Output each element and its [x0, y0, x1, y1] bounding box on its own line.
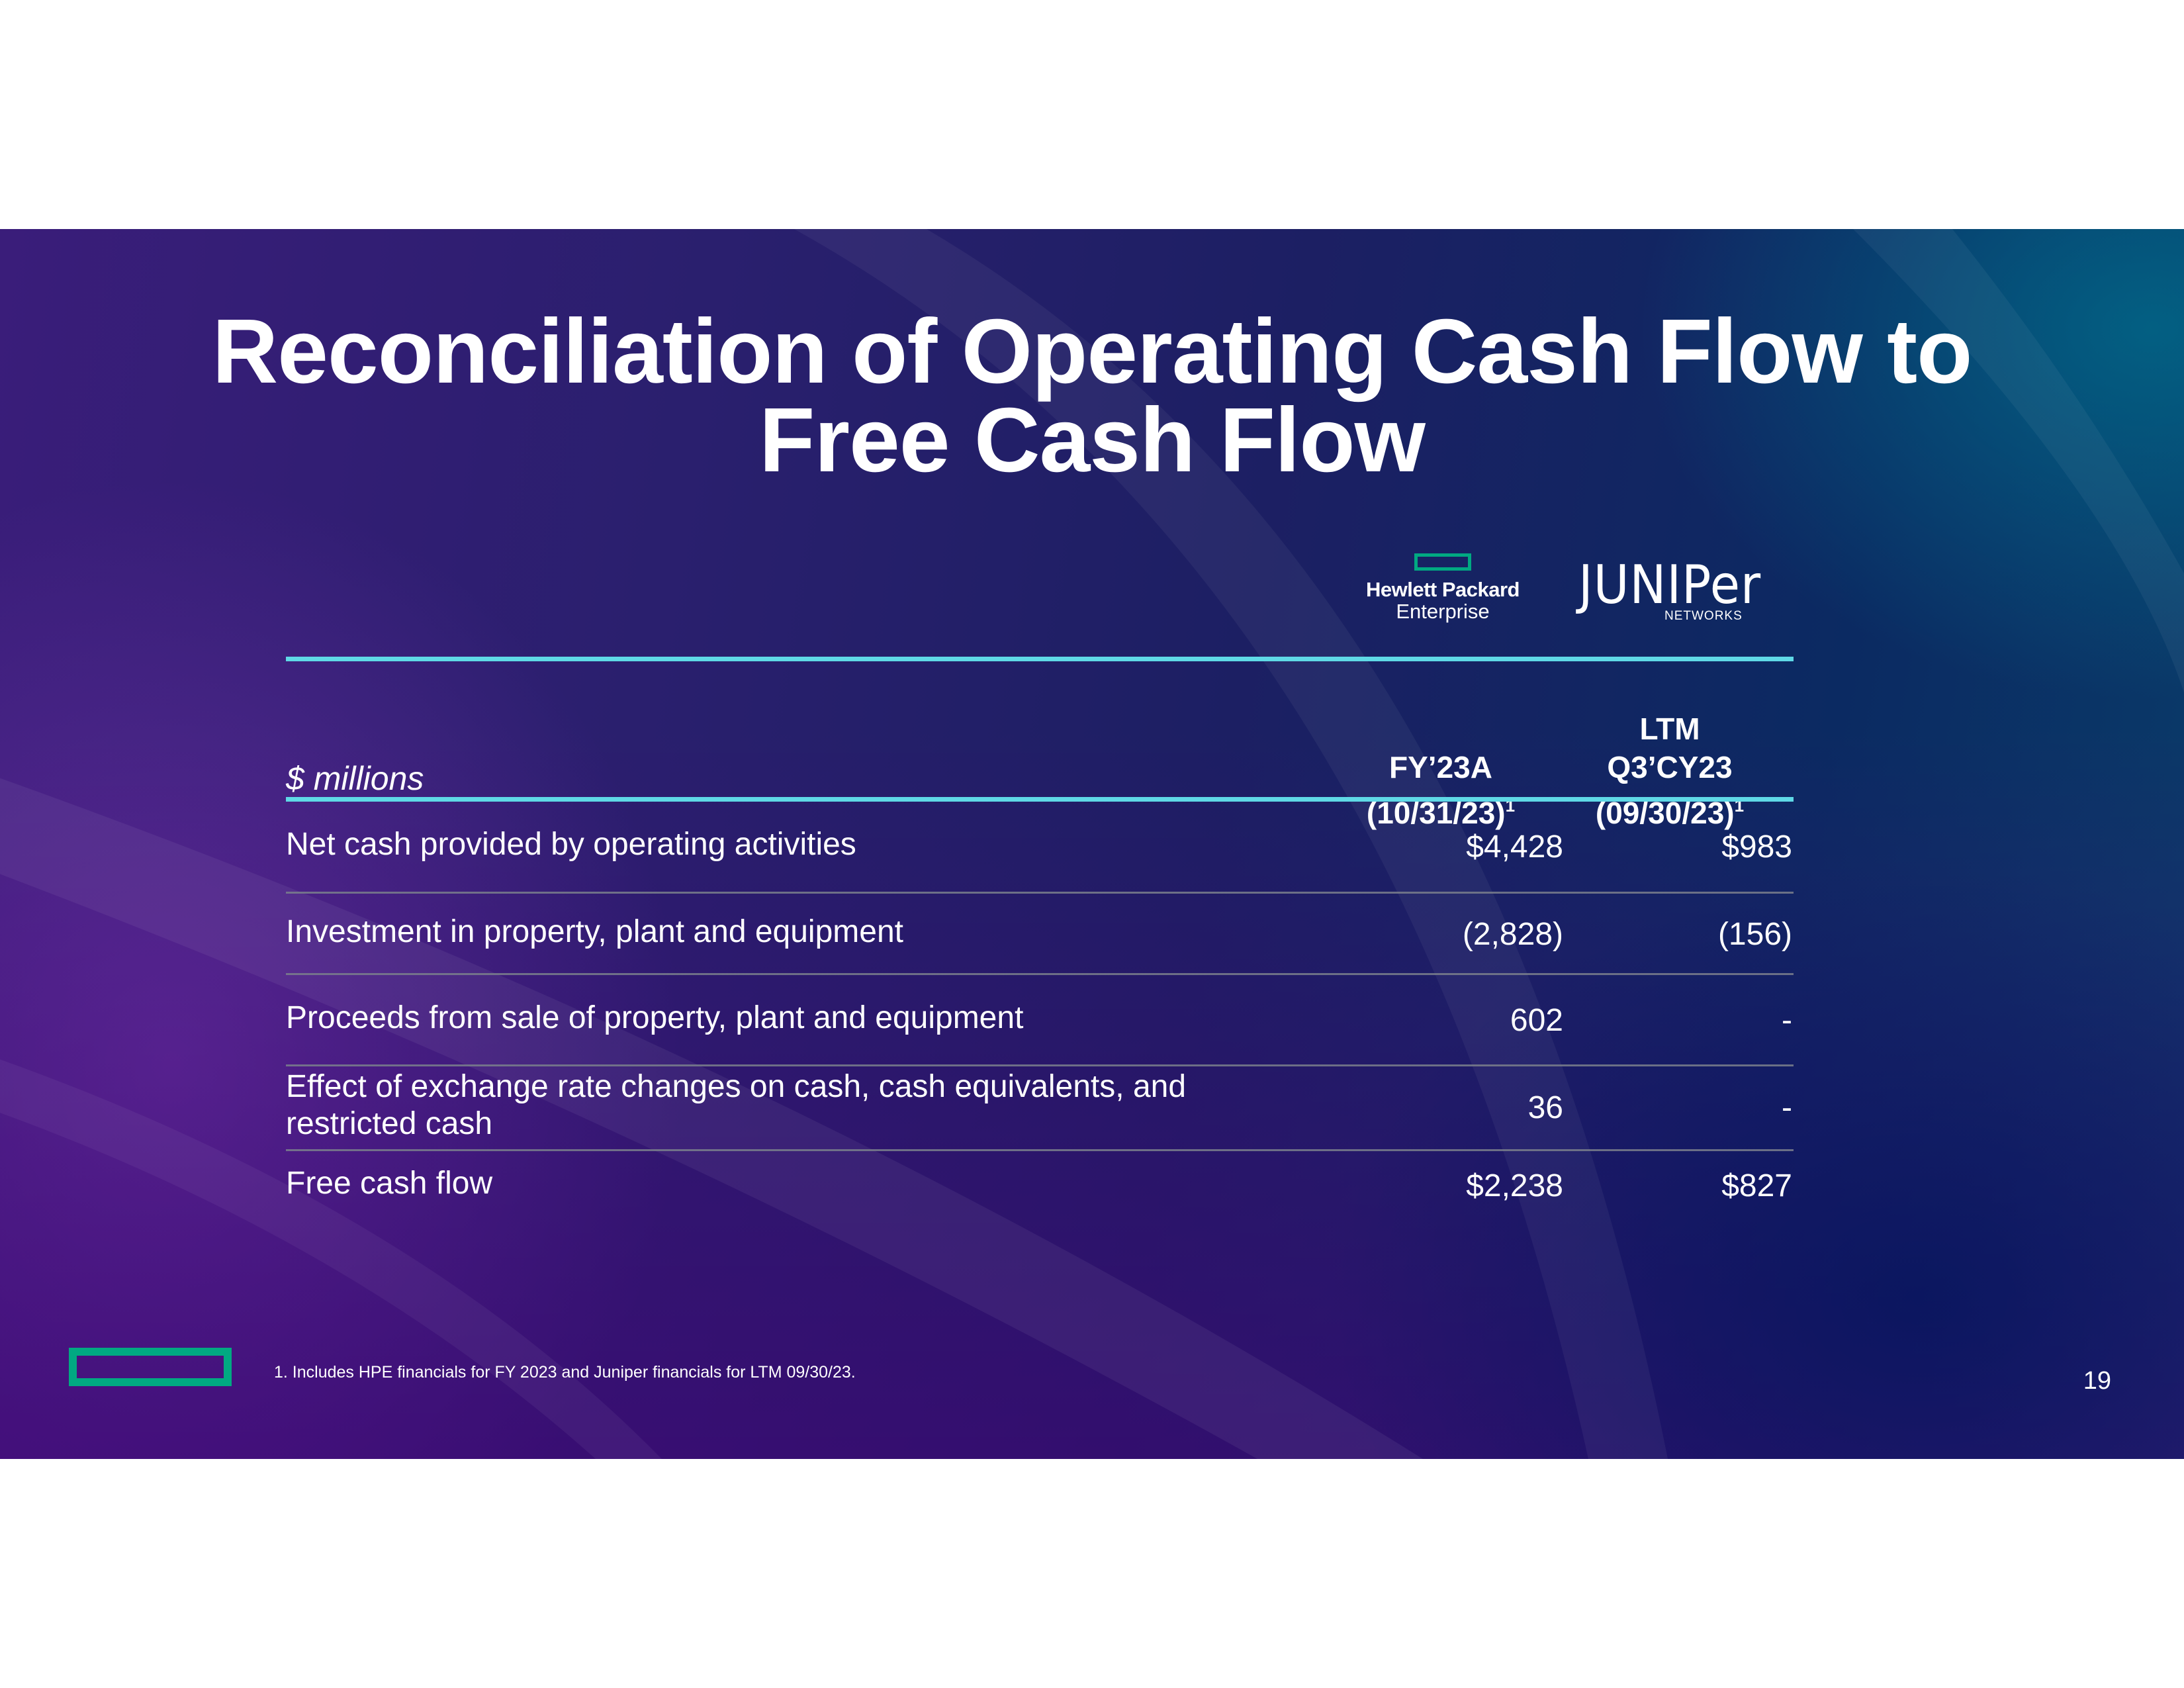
background-shade-right: [1324, 863, 2184, 1459]
row-label-ppe-proceeds: Proceeds from sale of property, plant an…: [286, 1000, 1024, 1035]
column-header-line: Q3’CY23: [1607, 750, 1733, 784]
hpe-element-icon: [1414, 553, 1471, 571]
title-line-2: Free Cash Flow: [759, 389, 1426, 491]
column-header-ltm: LTM Q3’CY23 (09/30/23)1: [1531, 710, 1809, 832]
table-header-rule: [286, 797, 1794, 802]
row-value-fy23a: $4,428: [1466, 829, 1563, 865]
row-divider: [286, 1149, 1794, 1151]
units-label: $ millions: [286, 760, 424, 797]
table-top-rule: [286, 657, 1794, 661]
column-header-line: LTM: [1639, 712, 1700, 746]
row-value-fy23a: 36: [1527, 1090, 1563, 1125]
row-label-exchange-rate: Effect of exchange rate changes on cash,…: [286, 1068, 1312, 1143]
juniper-logo-name: JUNIPer: [1578, 554, 1762, 616]
row-value-fy23a: (2,828): [1462, 917, 1563, 952]
row-value-fy23a: $2,238: [1466, 1168, 1563, 1203]
footnote: 1. Includes HPE financials for FY 2023 a…: [274, 1363, 856, 1382]
row-label-line: restricted cash: [286, 1106, 493, 1141]
row-value-fy23a: 602: [1510, 1003, 1563, 1038]
row-label-free-cash-flow: Free cash flow: [286, 1166, 493, 1201]
row-value-ltm: $983: [1721, 829, 1792, 865]
row-divider: [286, 1064, 1794, 1066]
row-label-ppe-investment: Investment in property, plant and equipm…: [286, 914, 903, 949]
juniper-logo-sub: NETWORKS: [1664, 609, 1743, 623]
row-divider: [286, 892, 1794, 894]
row-label-line: Effect of exchange rate changes on cash,…: [286, 1069, 1187, 1104]
slide-background: Reconciliation of Operating Cash Flow to…: [0, 229, 2184, 1459]
hpe-logo: Hewlett Packard Enterprise: [1357, 553, 1529, 626]
column-header-line: (09/30/23)1: [1595, 796, 1745, 830]
hpe-element-icon: [69, 1348, 232, 1386]
page-title: Reconciliation of Operating Cash Flow to…: [99, 301, 2085, 491]
hpe-logo-line-2: Enterprise: [1396, 600, 1490, 623]
row-value-ltm: $827: [1721, 1168, 1792, 1203]
column-header-line: FY’23A: [1389, 750, 1492, 784]
row-divider: [286, 973, 1794, 975]
page-number: 19: [2083, 1367, 2111, 1395]
row-label-operating-cash: Net cash provided by operating activitie…: [286, 827, 856, 862]
title-line-1: Reconciliation of Operating Cash Flow to: [212, 301, 1973, 402]
row-value-ltm: (156): [1717, 917, 1792, 952]
background-swoosh: [0, 229, 2184, 1459]
row-value-ltm: -: [1782, 1090, 1792, 1125]
juniper-logo: JUNIPer NETWORKS: [1578, 554, 1762, 625]
hpe-logo-line-1: Hewlett Packard: [1366, 578, 1520, 601]
row-value-ltm: -: [1782, 1003, 1792, 1038]
